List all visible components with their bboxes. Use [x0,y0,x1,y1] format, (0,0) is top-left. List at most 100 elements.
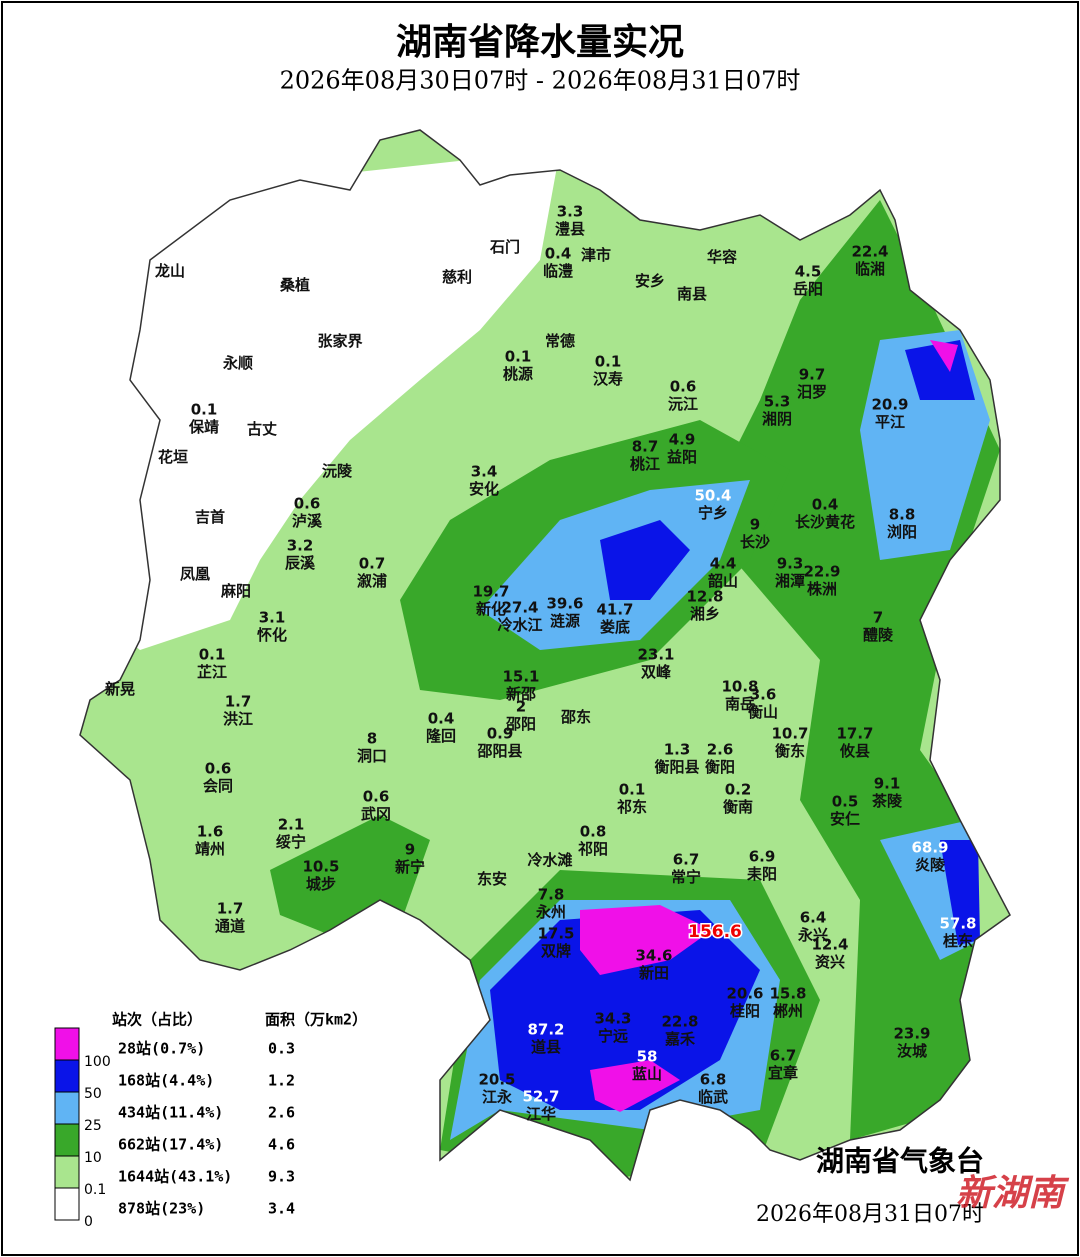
station-name: 宁远 [598,1027,628,1045]
station-value: 0.6 [294,495,321,513]
legend-header: 站次（占比） [112,1011,202,1029]
station-name: 郴州 [773,1002,803,1020]
title: 湖南省降水量实况 [396,21,684,63]
station-name: 益阳 [667,448,697,466]
station-value: 39.6 [546,595,583,613]
station-name: 浏阳 [887,523,917,541]
legend-stations: 28站(0.7%) [118,1040,205,1058]
station-value: 3.1 [259,609,286,627]
station-name: 汉寿 [593,370,623,388]
station-name: 洪江 [223,710,253,728]
station-name: 汝城 [897,1042,927,1060]
band-magenta [590,1060,680,1112]
station-name: 双峰 [641,663,672,681]
station-name: 沅江 [668,395,698,413]
station-name: 南岳 [725,695,755,713]
station-value: 0.4 [812,496,839,514]
station-value: 6.7 [673,851,700,869]
station-name: 东安 [477,870,507,888]
station-name: 永顺 [222,354,253,372]
station-name: 炎陵 [915,856,946,874]
station-value: 17.5 [537,925,574,943]
legend: 站次（占比） 面积（万km2） 28站(0.7%) 0.3 168站(4.4%) 1.… [54,1011,367,1230]
station-value: 0.1 [191,401,218,419]
station-value: 9 [750,516,760,534]
station-value: 6.9 [749,848,776,866]
station-value: 2 [516,698,526,716]
station-value: 23.1 [637,646,674,664]
station-value: 6.8 [700,1071,727,1089]
legend-swatch [54,1091,80,1125]
station-name: 新宁 [395,858,425,876]
station-name: 吉首 [195,508,225,526]
legend-stations: 662站(17.4%) [118,1136,223,1154]
station-value: 8 [367,730,377,748]
station-name: 娄底 [600,618,630,636]
station-value: 0.1 [619,781,646,799]
station-name: 衡阳 [705,758,735,776]
station-name: 长沙 [740,533,770,551]
station-name: 平江 [875,413,905,431]
legend-stations: 878站(23%) [118,1200,205,1218]
station-name: 洞口 [357,747,387,765]
station-value: 4.5 [795,263,822,281]
station-value: 10.5 [302,858,339,876]
station-value: 34.6 [635,947,672,965]
station-value: 19.7 [472,583,509,601]
station-name: 桃江 [630,455,660,473]
station-value: 1.3 [664,741,691,759]
station-value: 3.6 [750,686,777,704]
legend-swatch [54,1059,80,1093]
legend-header: 面积（万km2） [265,1011,367,1029]
station-name: 绥宁 [276,833,306,851]
station-name: 宜章 [768,1064,798,1082]
station-name: 江永 [482,1088,513,1106]
station-value: 1.7 [217,900,244,918]
station-value: 6.7 [770,1047,797,1065]
legend-threshold: 100 [84,1054,111,1070]
station-name: 湘潭 [775,572,805,590]
station-name: 临澧 [543,262,573,280]
legend-threshold: 0 [84,1214,93,1230]
station-name: 安仁 [830,810,860,828]
station-value: 22.4 [851,243,888,261]
station-name: 古丈 [247,420,277,438]
legend-swatch [54,1027,80,1061]
station-name: 双牌 [541,942,571,960]
band-blue [905,340,975,400]
station-value: 22.9 [803,563,840,581]
legend-area: 3.4 [268,1200,295,1218]
legend-stations: 1644站(43.1%) [118,1168,232,1186]
station-name: 城步 [306,875,336,893]
legend-threshold: 25 [84,1118,102,1134]
station-value: 2.1 [278,816,305,834]
station-value: 0.4 [545,245,572,263]
station-name: 宁乡 [698,504,728,522]
station-name: 蓝山 [632,1065,662,1083]
station-value: 10.7 [771,725,808,743]
station-value: 15.1 [502,668,539,686]
station-value: 3.4 [471,463,498,481]
legend-swatch [54,1155,80,1189]
station-name: 耒阳 [747,865,777,883]
station-name: 永兴 [797,926,828,944]
subtitle: 2026年08月30日07时 - 2026年08月31日07时 [280,67,801,95]
station-name: 桂东 [942,932,973,950]
station-value: 50.4 [694,487,731,505]
station-name: 通道 [215,917,245,935]
station-value: 27.4 [501,599,538,617]
station-name: 张家界 [317,332,362,350]
station-name: 永州 [535,903,566,921]
watermark: 新湖南 [956,1173,1070,1214]
station-name: 桑植 [280,276,310,294]
station-name: 衡南 [723,798,753,816]
band-magenta [930,340,958,372]
station-value: 6.4 [800,909,827,927]
station-value: 52.7 [522,1088,559,1106]
legend-threshold: 50 [84,1086,102,1102]
station-name: 汨罗 [797,383,827,401]
station-name: 攸县 [839,742,870,760]
station-name: 湘乡 [690,605,720,623]
station-value: 22.8 [661,1013,698,1031]
